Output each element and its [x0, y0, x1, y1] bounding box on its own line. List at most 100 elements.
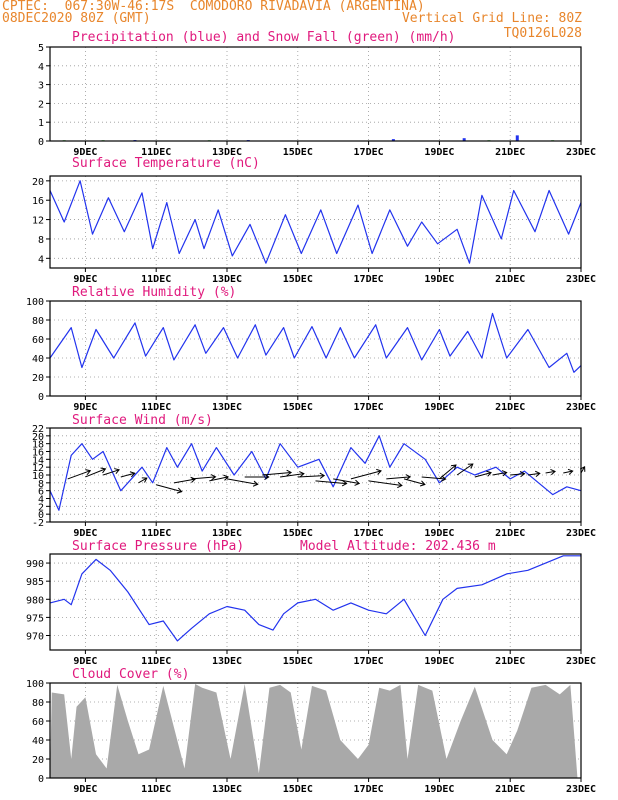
panel-3-ytick-label: 6 [38, 487, 44, 498]
panel-5-xtick-label: 13DEC [212, 784, 242, 795]
wind-arrow [297, 472, 326, 479]
panel-2-ytick-label: 60 [32, 335, 44, 346]
panel-0-frame [49, 46, 582, 142]
panel-3-ytick-label: 4 [38, 495, 44, 506]
panel-3-xtick-label: 13DEC [212, 528, 242, 539]
panel-4-xtick-label: 19DEC [424, 656, 454, 667]
panel-1-xtick-label: 9DEC [73, 274, 97, 285]
panel-4-series-line [49, 555, 581, 642]
panel-0-ytick-label: 2 [38, 99, 44, 110]
wind-arrow [120, 471, 136, 478]
panel-3-ytick-label: 14 [32, 455, 44, 466]
header-line2-left: 08DEC2020 80Z (GMT) [2, 11, 151, 26]
panel-3-ytick-label: 0 [38, 510, 44, 521]
panel-2-xtick-label: 11DEC [141, 402, 171, 413]
wind-arrow [102, 468, 120, 476]
panel-3-xtick-label: 15DEC [283, 528, 313, 539]
panel-5-ytick-label: 60 [32, 717, 44, 728]
wind-arrow [226, 478, 259, 487]
panel-0-ytick-label: 3 [38, 81, 44, 92]
panel-0-ytick-label: 4 [38, 62, 44, 73]
cloud-cover-area [50, 683, 581, 778]
panel-4-xtick-label: 9DEC [73, 656, 97, 667]
wind-arrow [191, 474, 217, 481]
wind-arrow [474, 470, 492, 478]
panel-3-xtick-label: 11DEC [141, 528, 171, 539]
wind-arrow [156, 484, 183, 494]
panel-0-title: Precipitation (blue) and Snow Fall (gree… [72, 30, 456, 45]
panel-4-ytick-label: 970 [26, 632, 44, 643]
panel-1-ytick-label: 20 [32, 177, 44, 188]
panel-3-ytick-label: 8 [38, 479, 44, 490]
panel-3-ytick-label: 20 [32, 432, 44, 443]
panel-4-xtick-label: 17DEC [354, 656, 384, 667]
panel-2-title: Relative Humidity (%) [72, 285, 236, 300]
panel-3-ytick-label: 16 [32, 448, 44, 459]
panel-4-xtick-label: 21DEC [495, 656, 525, 667]
wind-arrow [510, 471, 526, 478]
panel-1-xtick-label: 11DEC [141, 274, 171, 285]
panel-4-frame [49, 553, 582, 651]
panel-2-frame [49, 300, 582, 397]
panel-5-xtick-label: 23DEC [566, 784, 596, 795]
panel-1-xtick-label: 19DEC [424, 274, 454, 285]
panel-2-xtick-label: 19DEC [424, 402, 454, 413]
panel-4-ytick-label: 985 [26, 577, 44, 588]
panel-0-xtick-label: 11DEC [141, 147, 171, 158]
panel-5-xtick-label: 19DEC [424, 784, 454, 795]
wind-arrow [138, 477, 148, 484]
panel-0-xtick-label: 15DEC [283, 147, 313, 158]
panel-4-title: Surface Pressure (hPa) [72, 539, 244, 554]
panel-3-title: Surface Wind (m/s) [72, 413, 213, 428]
panel-3-series-line [49, 435, 582, 511]
panel-1-ytick-label: 12 [32, 216, 44, 227]
panel-5-ytick-label: 20 [32, 755, 44, 766]
wind-arrow [563, 468, 574, 475]
wind-arrow [85, 467, 107, 478]
panel-2-ytick-label: 100 [26, 297, 44, 308]
panel-5-frame [49, 682, 582, 779]
panel-3-frame [49, 427, 582, 523]
wind-arrow [368, 480, 403, 489]
panel-4-xtick-label: 13DEC [212, 656, 242, 667]
panel-2-ytick-label: 40 [32, 354, 44, 365]
wind-arrow [333, 478, 361, 486]
panel-4-xtick-label: 11DEC [141, 656, 171, 667]
panel-1-xtick-label: 23DEC [566, 274, 596, 285]
panel-0-ytick-label: 0 [38, 137, 44, 148]
wind-arrow [262, 469, 293, 476]
panel-2-ytick-label: 0 [38, 392, 44, 403]
panel-0-xtick-label: 23DEC [566, 147, 596, 158]
panel-5-xtick-label: 11DEC [141, 784, 171, 795]
wind-arrow [456, 463, 474, 476]
panel-3-xtick-label: 21DEC [495, 528, 525, 539]
panel-0-xtick-label: 9DEC [73, 147, 97, 158]
panel-5-ytick-label: 80 [32, 698, 44, 709]
panel-0-xtick-label: 13DEC [212, 147, 242, 158]
wind-arrow [386, 474, 412, 481]
panel-1-xtick-label: 17DEC [354, 274, 384, 285]
wind-arrow [67, 469, 92, 480]
panel-1-frame [49, 175, 582, 269]
panel-2-series-line [49, 312, 582, 373]
panel-3-ytick-label: 22 [32, 424, 44, 435]
precip-bar [515, 135, 519, 141]
wind-arrow [209, 474, 229, 482]
wind-arrow [439, 464, 457, 480]
wind-arrow [315, 480, 348, 487]
panel-0-xtick-label: 17DEC [354, 147, 384, 158]
panel-3-ytick-label: 18 [32, 440, 44, 451]
panel-3-ytick-label: 2 [38, 502, 44, 513]
panel-5-xtick-label: 9DEC [73, 784, 97, 795]
panel-4-ytick-label: 990 [26, 559, 44, 570]
wind-arrow [173, 476, 197, 484]
wind-arrow [350, 468, 382, 480]
panel-2-xtick-label: 21DEC [495, 402, 525, 413]
header-line3-right: TQ0126L028 [503, 26, 582, 41]
panel-5-ytick-label: 0 [38, 774, 44, 785]
panel-2-xtick-label: 17DEC [354, 402, 384, 413]
panel-2-xtick-label: 15DEC [283, 402, 313, 413]
wind-arrow [527, 470, 541, 477]
panel-4-xtick-label: 23DEC [566, 656, 596, 667]
